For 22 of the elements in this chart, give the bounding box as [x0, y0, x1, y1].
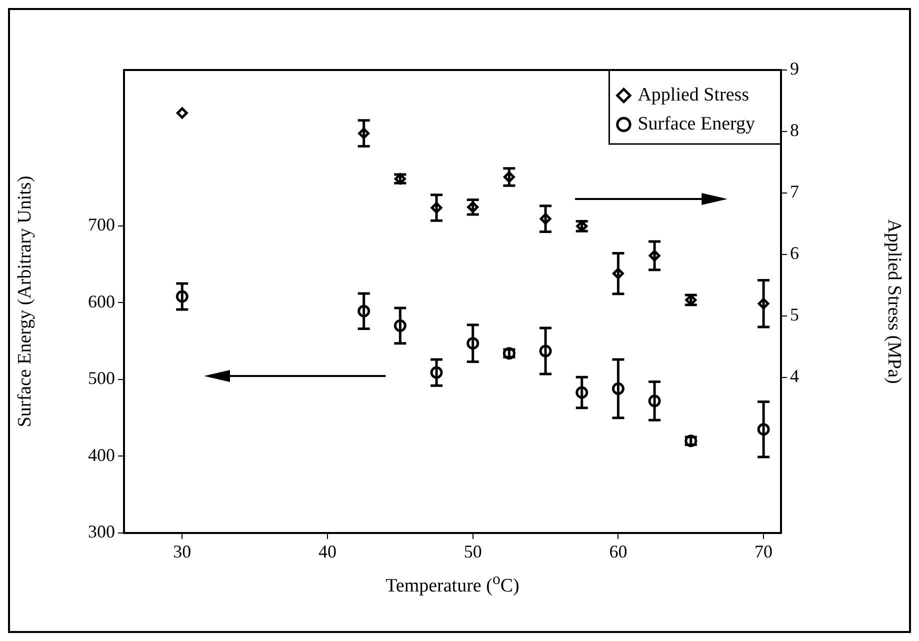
- y2-tick-label: 5: [790, 304, 799, 325]
- x-tick-label: 50: [464, 542, 482, 562]
- y2-axis-title: Applied Stress (MPa): [884, 219, 905, 384]
- y-tick-label: 600: [88, 291, 115, 312]
- x-tick-label: 40: [318, 542, 336, 562]
- y-tick-label: 300: [88, 522, 115, 542]
- x-tick-label: 70: [754, 542, 773, 562]
- y-tick-label: 500: [88, 368, 115, 388]
- point: [176, 107, 188, 119]
- y2-tick-label: 6: [790, 243, 799, 264]
- y-axis-title: Surface Energy (Arbitrary Units): [14, 176, 36, 428]
- y-tick-label: 700: [88, 214, 115, 235]
- legend-label: Applied Stress: [638, 84, 750, 106]
- y2-tick-label: 4: [790, 366, 799, 386]
- x-tick-label: 60: [609, 542, 628, 562]
- y-tick-label: 400: [88, 444, 115, 465]
- y2-tick-label: 7: [790, 182, 799, 202]
- y2-tick-label: 9: [790, 58, 799, 79]
- y2-tick-label: 8: [790, 120, 799, 140]
- x-axis-title: Temperature ($^{o}$C): [384, 571, 520, 598]
- x-tick-label: 30: [173, 542, 192, 562]
- legend-label: Surface Energy: [638, 113, 756, 134]
